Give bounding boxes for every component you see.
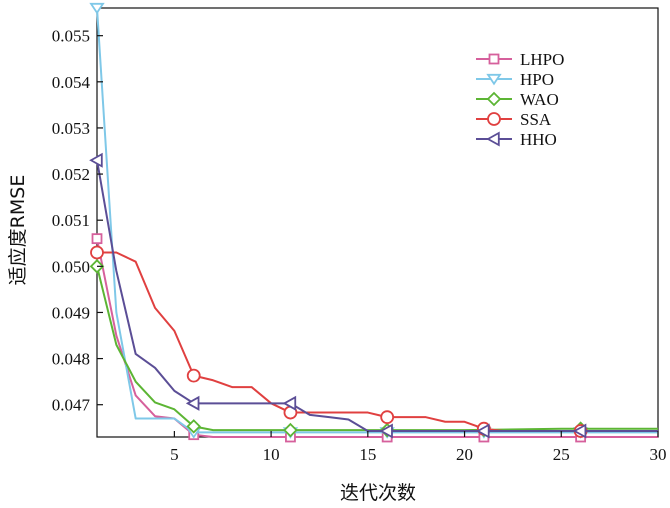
x-axis-title: 迭代次数: [340, 482, 416, 504]
series-wao: [89, 259, 658, 438]
x-tick-label: 25: [553, 445, 570, 464]
x-tick-label: 15: [359, 445, 376, 464]
x-tick-label: 20: [456, 445, 473, 464]
ticks-layer: 5 10 15 20 25 30 0.047 0.048 0.049 0.050 0.051 0.05…: [52, 27, 667, 464]
data-point-wao: [186, 419, 201, 434]
legend-entry-wao: WAO: [476, 90, 559, 109]
legend-marker-hpo: [486, 73, 502, 86]
data-point-ssa: [380, 410, 395, 425]
series-line-hpo: [96, 7, 658, 434]
data-point-wao: [283, 422, 298, 438]
x-tick-label: 10: [263, 445, 280, 464]
plot-border: [96, 7, 659, 438]
data-point-hho: [379, 423, 393, 439]
y-tick-label: 0.052: [52, 165, 90, 184]
series-ssa: [90, 245, 658, 438]
legend-marker-lhpo: [488, 53, 500, 65]
legend-marker-hho: [486, 131, 500, 147]
data-point-hho: [89, 152, 103, 168]
plot-area: [96, 7, 659, 438]
y-tick-label: 0.055: [52, 27, 90, 46]
legend-marker-ssa: [487, 112, 501, 126]
data-point-ssa: [186, 368, 201, 383]
data-point-ssa: [90, 245, 104, 260]
y-tick-label: 0.050: [52, 257, 90, 276]
y-tick-label: 0.048: [52, 350, 90, 369]
y-tick-label: 0.047: [52, 396, 91, 415]
y-tick-label: 0.053: [52, 119, 90, 138]
y-axis-title: 适应度RMSE: [7, 175, 29, 286]
series-hho: [89, 152, 658, 439]
y-tick-label: 0.051: [52, 211, 90, 230]
legend-entry-lhpo: LHPO: [476, 50, 564, 69]
legend-label-hpo: HPO: [520, 70, 554, 89]
legend-label-hho: HHO: [520, 130, 557, 149]
data-point-hpo: [89, 2, 105, 15]
data-point-hho: [572, 423, 587, 439]
data-point-lhpo: [91, 233, 103, 245]
legend-label-lhpo: LHPO: [520, 50, 564, 69]
y-tick-label: 0.054: [52, 73, 91, 92]
y-tick-label: 0.049: [52, 303, 90, 322]
series-layer: [89, 2, 658, 443]
legend-marker-wao: [486, 91, 502, 107]
series-line-lhpo: [96, 238, 658, 438]
series-hpo: [89, 2, 658, 439]
series-line-hho: [96, 160, 658, 433]
x-tick-label: 5: [170, 445, 179, 464]
legend-label-wao: WAO: [520, 90, 559, 109]
legend-entry-hpo: HPO: [476, 70, 554, 89]
legend-entry-ssa: SSA: [476, 110, 552, 129]
x-tick-label: 30: [650, 445, 667, 464]
legend-label-ssa: SSA: [520, 110, 552, 129]
series-line-ssa: [97, 251, 658, 433]
legend-entry-hho: HHO: [476, 130, 557, 149]
data-point-hho: [185, 395, 200, 411]
data-point-hho: [282, 395, 297, 411]
data-point-hho: [476, 423, 490, 439]
